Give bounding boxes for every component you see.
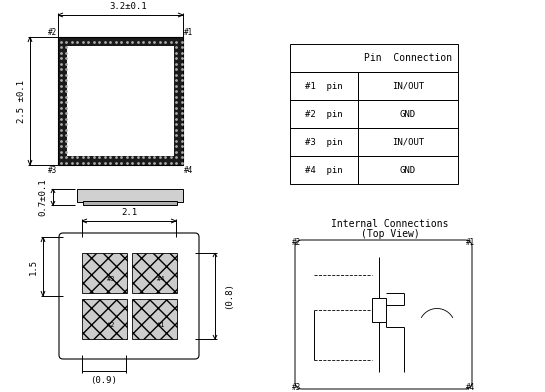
Text: #1: #1 [184,27,193,36]
Bar [290,44,458,72]
Text: 2.1: 2.1 [121,207,137,216]
Text: (0.8): (0.8) [225,283,233,309]
Text: 0.7±0.1: 0.7±0.1 [39,178,47,216]
Bar [82,299,127,339]
Bar [358,100,458,128]
Text: (Top View): (Top View) [361,229,419,239]
Bar [67,46,174,156]
Bar [372,298,385,321]
Text: #3: #3 [292,383,301,392]
Text: #1: #1 [157,322,165,328]
Text: (0.9): (0.9) [90,376,117,385]
Text: #2: #2 [107,322,115,328]
Bar [358,156,458,184]
Bar [83,201,177,205]
Bar [358,128,458,156]
Text: Internal Connections: Internal Connections [331,219,449,229]
Text: 2.5 ±0.1: 2.5 ±0.1 [17,80,27,123]
Text: Pin  Connection: Pin Connection [364,53,452,63]
Text: #4  pin: #4 pin [305,165,343,174]
Text: GND: GND [400,109,416,118]
Text: #3: #3 [107,276,115,282]
Text: 3.2±0.1: 3.2±0.1 [110,2,147,11]
Bar [132,253,177,293]
Text: #4: #4 [157,276,165,282]
Bar [82,253,127,293]
Text: #1: #1 [466,238,475,247]
Text: #3  pin: #3 pin [305,138,343,147]
Text: #2  pin: #2 pin [305,109,343,118]
Text: GND: GND [400,165,416,174]
Text: IN/OUT: IN/OUT [392,82,424,91]
Bar [290,128,358,156]
Text: #4: #4 [466,383,475,392]
Bar [290,156,358,184]
Text: 1.5: 1.5 [28,258,38,274]
Bar [290,100,358,128]
Bar [77,189,183,202]
Text: #1  pin: #1 pin [305,82,343,91]
Bar [358,72,458,100]
Text: #4: #4 [184,165,193,174]
Text: IN/OUT: IN/OUT [392,138,424,147]
Text: #3: #3 [48,165,57,174]
Bar [58,37,183,165]
Text: #2: #2 [292,238,301,247]
Text: #2: #2 [48,27,57,36]
Bar [290,72,358,100]
Bar [132,299,177,339]
